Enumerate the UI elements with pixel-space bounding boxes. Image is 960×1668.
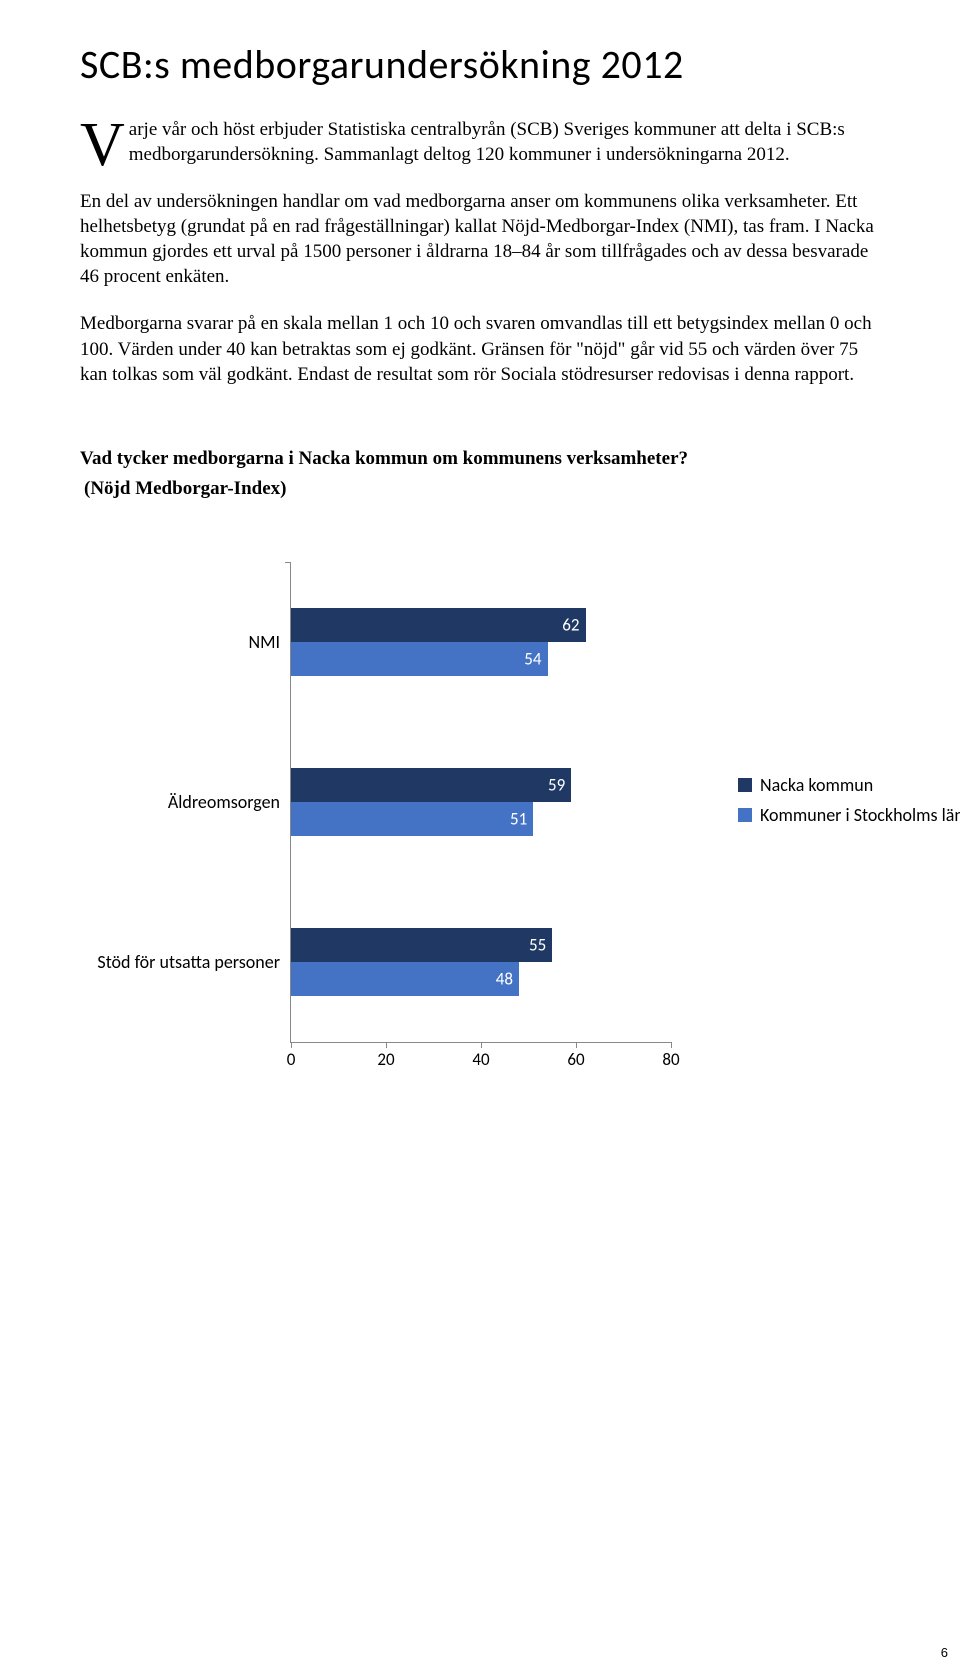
axis-tick [386, 1042, 387, 1048]
dropcap: V [80, 117, 129, 169]
intro-text: arje vår och höst erbjuder Statistiska c… [129, 119, 845, 165]
chart-heading: Vad tycker medborgarna i Nacka kommun om… [80, 447, 880, 472]
bar-value-label: 48 [496, 969, 513, 990]
bar-value-label: 55 [529, 935, 546, 956]
legend-item: Nacka kommun [738, 774, 960, 796]
bar-stockholm: 48 [291, 962, 519, 996]
legend-item: Kommuner i Stockholms län [738, 804, 960, 826]
axis-tick [671, 1042, 672, 1048]
axis-tick-label: 20 [377, 1049, 394, 1070]
chart-plot-area: 020406080625459515548 [290, 562, 671, 1043]
chart-subheading: (Nöjd Medborgar-Index) [84, 477, 880, 502]
bar-value-label: 59 [548, 775, 565, 796]
bar-value-label: 51 [510, 809, 527, 830]
chart-plot: 020406080625459515548 NMIÄldreomsorgenSt… [120, 562, 840, 1042]
axis-tick [285, 562, 291, 563]
legend-swatch [738, 778, 752, 792]
category-label: Äldreomsorgen [168, 791, 280, 813]
axis-tick-label: 80 [662, 1049, 679, 1070]
legend-swatch [738, 808, 752, 822]
page-title: SCB:s medborgarundersökning 2012 [80, 40, 880, 89]
bar-value-label: 62 [562, 615, 579, 636]
nmi-chart: 020406080625459515548 NMIÄldreomsorgenSt… [120, 562, 840, 1042]
axis-tick-label: 0 [287, 1049, 296, 1070]
axis-tick [481, 1042, 482, 1048]
legend-label: Nacka kommun [760, 774, 873, 796]
page-number: 6 [941, 1645, 948, 1660]
axis-tick [291, 1042, 292, 1048]
bar-nacka: 62 [291, 608, 586, 642]
category-label: NMI [248, 631, 280, 653]
paragraph-3: Medborgarna svarar på en skala mellan 1 … [80, 311, 880, 386]
axis-tick [576, 1042, 577, 1048]
paragraph-2: En del av undersökningen handlar om vad … [80, 189, 880, 289]
bar-value-label: 54 [524, 649, 541, 670]
axis-tick-label: 40 [472, 1049, 489, 1070]
chart-legend: Nacka kommun Kommuner i Stockholms län [738, 774, 960, 834]
intro-paragraph: Varje vår och höst erbjuder Statistiska … [80, 117, 880, 167]
bar-nacka: 55 [291, 928, 552, 962]
axis-tick-label: 60 [567, 1049, 584, 1070]
category-label: Stöd för utsatta personer [97, 951, 280, 973]
legend-label: Kommuner i Stockholms län [760, 804, 960, 826]
bar-nacka: 59 [291, 768, 571, 802]
bar-stockholm: 54 [291, 642, 548, 676]
bar-stockholm: 51 [291, 802, 533, 836]
